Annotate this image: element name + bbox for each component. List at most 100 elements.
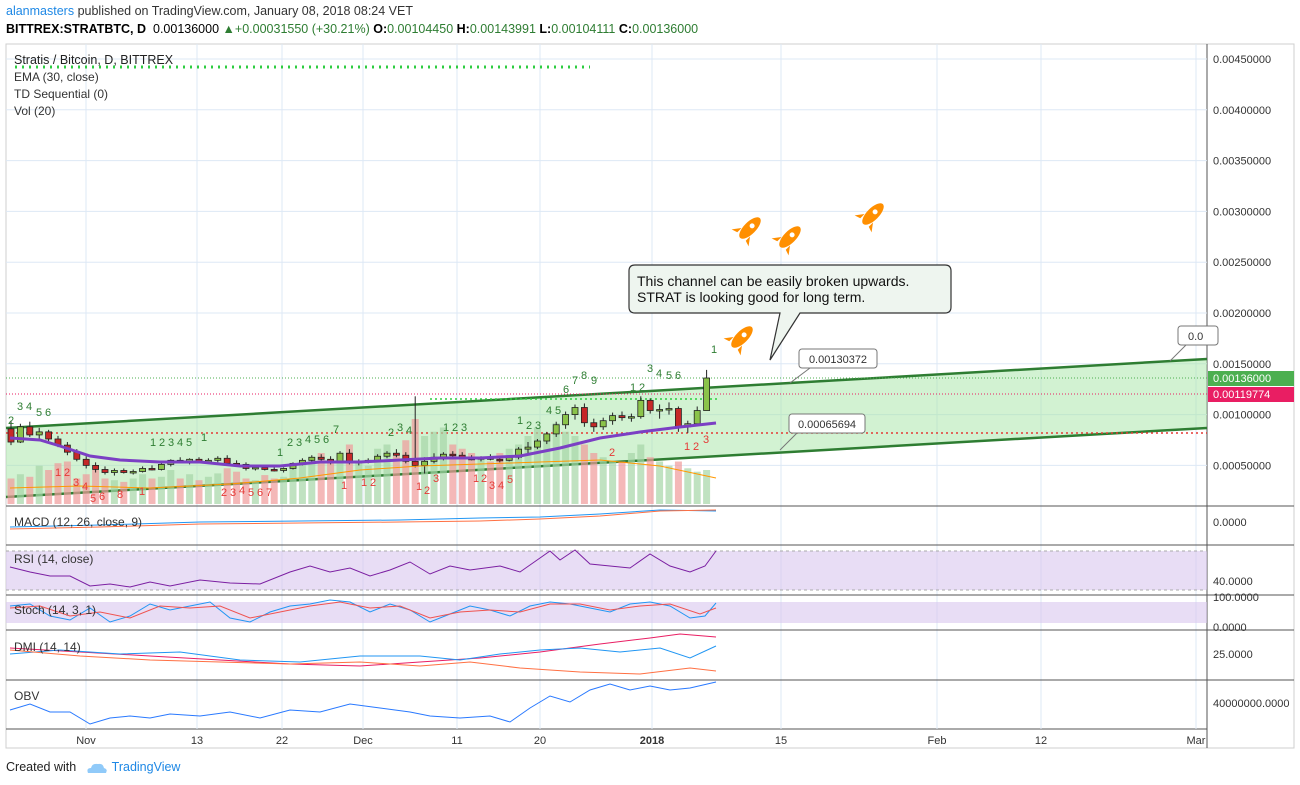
obv-label: OBV <box>14 689 40 703</box>
candle-up[interactable] <box>524 446 532 450</box>
candle-up[interactable] <box>139 468 147 472</box>
annotation-callout[interactable] <box>628 264 952 361</box>
candle-down[interactable] <box>120 470 128 473</box>
volume-bar <box>703 470 711 504</box>
candle-down[interactable] <box>26 426 34 436</box>
candle-up[interactable] <box>214 457 222 461</box>
candle-down[interactable] <box>411 460 419 466</box>
candle-down[interactable] <box>590 422 598 428</box>
candle-up[interactable] <box>111 470 118 473</box>
candle-up[interactable] <box>703 377 710 411</box>
volume-bar <box>242 478 250 504</box>
candle-down[interactable] <box>392 452 400 456</box>
candle-down[interactable] <box>317 456 325 460</box>
volume-bar <box>609 461 617 504</box>
tradingview-link[interactable]: TradingView <box>111 760 181 774</box>
macd-signal-line <box>9 509 717 530</box>
candle-up[interactable] <box>129 471 137 474</box>
svg-text:2: 2 <box>693 441 699 453</box>
candle-down[interactable] <box>646 399 654 411</box>
svg-text:4: 4 <box>177 437 183 449</box>
candle-up[interactable] <box>383 452 391 457</box>
candle-up[interactable] <box>421 460 429 466</box>
author-link[interactable]: alanmasters <box>6 4 75 18</box>
symbol-bar: BITTREX:STRATBTC, D 0.00136000 ▲+0.00031… <box>6 22 698 36</box>
volume-bar <box>148 478 156 504</box>
lower-point-label-box[interactable] <box>788 413 866 434</box>
volume-bar <box>129 478 137 504</box>
volume-bar <box>195 480 203 504</box>
up-arrow-icon: ▲ <box>222 22 235 36</box>
candle-down[interactable] <box>618 415 626 419</box>
close-label: C: <box>618 22 633 36</box>
candle-down[interactable] <box>101 469 109 473</box>
candle-up[interactable] <box>562 414 569 426</box>
candle-up[interactable] <box>599 420 607 428</box>
ema-price-tag-text: 0.00119774 <box>1213 389 1270 401</box>
low-label: L: <box>539 22 552 36</box>
open-value: 0.00104450 <box>387 22 454 36</box>
volume-bar <box>223 468 231 504</box>
candle-down[interactable] <box>82 458 90 466</box>
candle-up[interactable] <box>534 440 541 448</box>
candle-up[interactable] <box>665 408 673 411</box>
svg-text:2: 2 <box>424 485 430 497</box>
volume-bar <box>35 465 43 504</box>
volume-bar <box>73 478 81 504</box>
svg-text:3: 3 <box>489 480 495 492</box>
macd-line <box>9 509 717 528</box>
candle-up[interactable] <box>571 407 579 416</box>
candle-up[interactable] <box>693 410 701 425</box>
volume-bar <box>139 474 147 504</box>
candle-down[interactable] <box>270 469 278 472</box>
candle-up[interactable] <box>552 424 560 435</box>
stoch-d-line <box>9 601 717 619</box>
candle-down[interactable] <box>45 431 52 440</box>
candle-up[interactable] <box>280 468 288 471</box>
candle-down[interactable] <box>496 458 504 462</box>
svg-text:2: 2 <box>221 487 227 499</box>
svg-text:3: 3 <box>73 477 79 489</box>
volume-bar <box>82 474 90 504</box>
candle-up[interactable] <box>628 416 635 419</box>
candle-up[interactable] <box>157 463 165 470</box>
candle-down[interactable] <box>581 407 588 424</box>
candle-down[interactable] <box>148 468 156 471</box>
candle-up[interactable] <box>35 431 43 436</box>
candle-up[interactable] <box>251 467 259 470</box>
svg-text:2: 2 <box>452 422 458 434</box>
cut-label: 0.0 <box>1188 331 1203 343</box>
candle-up[interactable] <box>656 409 663 412</box>
stoch-tick-bottom: 0.0000 <box>1213 622 1247 634</box>
candle-up[interactable] <box>637 399 645 418</box>
tradingview-cloud-icon <box>87 763 107 773</box>
candle-down[interactable] <box>675 408 682 428</box>
candle-down[interactable] <box>7 428 15 443</box>
volume-bar <box>364 465 372 504</box>
volume-bar <box>684 468 692 504</box>
volume-bar <box>496 453 504 504</box>
candle-down[interactable] <box>223 457 231 464</box>
volume-bar <box>251 480 259 504</box>
time-axis-labels: Nov 13 22 Dec 11 20 2018 15 Feb 12 Mar <box>76 735 1206 747</box>
candle-down[interactable] <box>449 453 457 457</box>
volume-bar <box>590 453 598 504</box>
volume-bar <box>656 461 664 504</box>
candle-up[interactable] <box>609 415 616 422</box>
upper-point-label-box[interactable] <box>798 348 878 369</box>
candle-up[interactable] <box>16 426 24 443</box>
cut-label-box[interactable] <box>1177 325 1219 346</box>
svg-text:1: 1 <box>277 447 283 459</box>
candle-up[interactable] <box>543 433 551 442</box>
svg-text:8: 8 <box>581 370 587 382</box>
volume-bar <box>298 461 306 504</box>
candle-up[interactable] <box>308 456 316 461</box>
volume-bar <box>374 448 382 504</box>
candle-down[interactable] <box>92 464 99 470</box>
candle-down[interactable] <box>261 467 269 470</box>
volume-bar <box>233 471 241 504</box>
last-price-tag-text: 0.00136000 <box>1213 373 1271 385</box>
volume-bar <box>449 444 457 504</box>
ema-price-tag <box>1208 387 1294 402</box>
